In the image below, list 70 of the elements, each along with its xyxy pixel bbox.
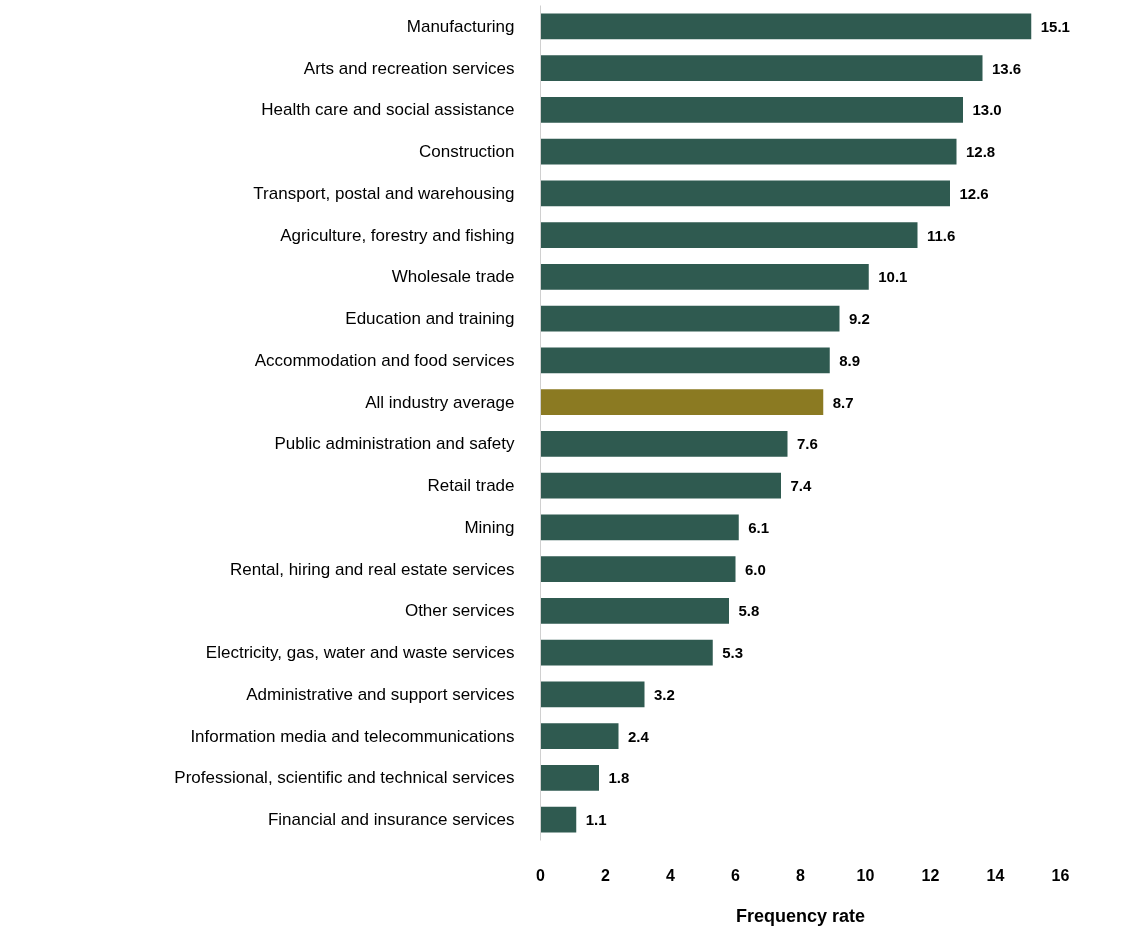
- bar: [540, 806, 577, 833]
- data-label: 15.1: [1040, 17, 1070, 35]
- data-label: 5.8: [738, 601, 760, 619]
- data-label: 2.4: [628, 727, 649, 745]
- data-label: 11.6: [927, 226, 956, 244]
- bar: [540, 222, 918, 249]
- data-label: 9.2: [849, 309, 870, 327]
- y-tick-label: Manufacturing: [406, 16, 515, 36]
- y-tick-label: Professional, scientific and technical services: [174, 768, 515, 788]
- data-label: 5.3: [722, 643, 744, 661]
- y-tick-label: Education and training: [345, 309, 515, 329]
- data-label: 3.2: [654, 685, 675, 703]
- x-tick-label: 8: [796, 866, 806, 884]
- y-tick-label: Mining: [464, 517, 515, 537]
- bar: [540, 681, 645, 708]
- x-axis-title: Frequency rate: [735, 905, 866, 926]
- y-tick-label: Electricity, gas, water and waste services: [205, 643, 515, 663]
- bar: [540, 55, 983, 82]
- bar: [540, 639, 713, 666]
- y-tick-label: Rental, hiring and real estate services: [230, 559, 515, 579]
- bar: [540, 96, 963, 123]
- y-tick-label: All industry average: [365, 392, 515, 412]
- x-tick-label: 16: [1051, 866, 1070, 884]
- x-tick-label: 10: [856, 866, 875, 884]
- x-tick-label: 14: [986, 866, 1005, 884]
- bar: [540, 514, 739, 541]
- y-tick-label: Arts and recreation services: [303, 58, 515, 78]
- y-tick-label: Accommodation and food services: [254, 350, 515, 370]
- data-label: 7.6: [797, 434, 818, 452]
- data-label: 8.9: [839, 351, 861, 369]
- x-tick-label: 4: [666, 866, 676, 884]
- data-label: 13.0: [972, 100, 1002, 118]
- data-label: 10.1: [878, 267, 908, 285]
- bar: [540, 138, 957, 165]
- bar: [540, 389, 824, 416]
- data-label: 1.8: [608, 768, 630, 786]
- y-tick-label: Public administration and safety: [274, 434, 515, 454]
- y-tick-label: Information media and telecommunications: [190, 726, 515, 746]
- bar: [540, 263, 869, 290]
- y-tick-label: Retail trade: [427, 476, 515, 496]
- bar: [540, 305, 840, 332]
- data-label: 13.6: [992, 59, 1022, 77]
- data-label: 12.6: [959, 184, 989, 202]
- y-tick-label: Agriculture, forestry and fishing: [280, 225, 515, 245]
- bar: [540, 723, 619, 750]
- bar: [540, 472, 781, 499]
- bar: [540, 180, 950, 207]
- bar: [540, 764, 599, 791]
- bar: [540, 13, 1032, 40]
- bar: [540, 597, 729, 624]
- data-label: 7.4: [790, 476, 812, 494]
- y-tick-label: Financial and insurance services: [267, 810, 515, 830]
- y-tick-label: Wholesale trade: [391, 267, 515, 287]
- x-tick-label: 6: [731, 866, 741, 884]
- bar: [540, 430, 788, 457]
- y-tick-label: Administrative and support services: [246, 684, 515, 704]
- data-label: 1.1: [585, 810, 607, 828]
- bar: [540, 556, 736, 583]
- y-tick-label: Construction: [419, 142, 515, 162]
- x-tick-label: 2: [601, 866, 611, 884]
- x-tick-label: 0: [536, 866, 546, 884]
- data-label: 12.8: [966, 142, 996, 160]
- data-label: 8.7: [832, 393, 854, 411]
- x-tick-label: 12: [921, 866, 940, 884]
- data-label: 6.0: [745, 560, 766, 578]
- y-tick-label: Transport, postal and warehousing: [253, 183, 515, 203]
- bar: [540, 347, 830, 374]
- y-tick-label: Health care and social assistance: [261, 100, 515, 120]
- data-label: 6.1: [748, 518, 770, 536]
- y-tick-label: Other services: [404, 601, 515, 621]
